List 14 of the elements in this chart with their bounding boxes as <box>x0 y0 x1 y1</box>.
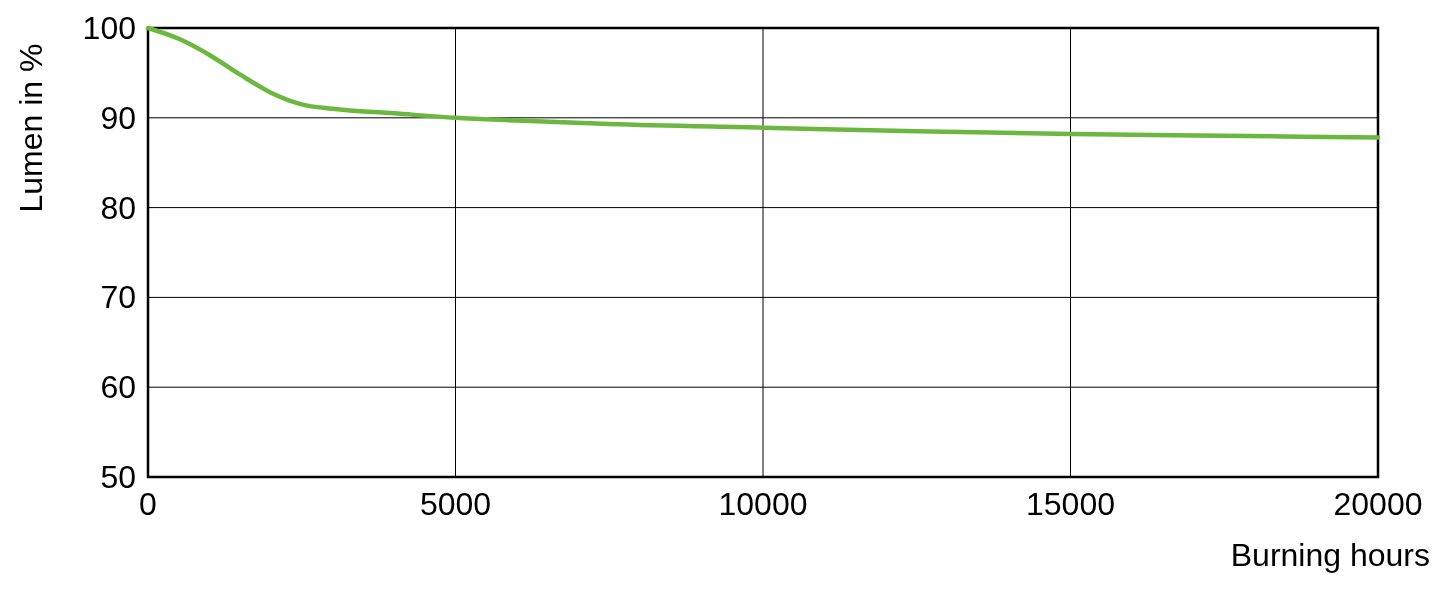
y-tick-label: 90 <box>100 99 136 136</box>
y-tick-label: 50 <box>100 459 136 495</box>
x-tick-label: 5000 <box>419 486 492 522</box>
x-tick-label: 15000 <box>1026 486 1115 522</box>
x-tick-label: 20000 <box>1333 486 1423 522</box>
y-tick-label: 80 <box>100 189 136 226</box>
x-axis-title: Burning hours <box>1230 537 1430 573</box>
y-tick-label: 70 <box>100 279 136 316</box>
x-tick-label: 0 <box>139 486 157 522</box>
line-series <box>145 25 1381 140</box>
x-tick-label: 10000 <box>718 486 808 522</box>
y-tick-label: 60 <box>100 369 136 406</box>
y-axis-title: Lumen in % <box>13 43 49 213</box>
y-tick-label: 100 <box>82 10 136 46</box>
